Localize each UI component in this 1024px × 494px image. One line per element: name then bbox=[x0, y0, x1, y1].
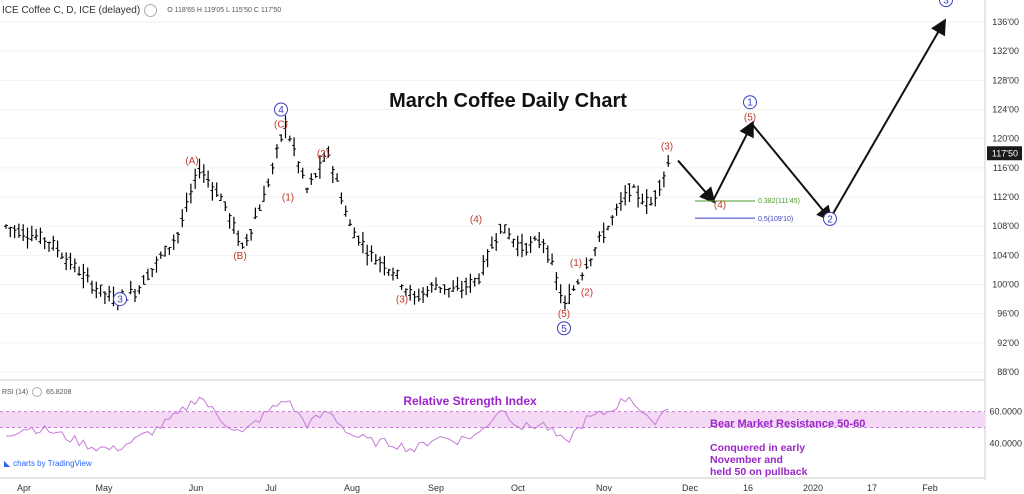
date-tick-label: Nov bbox=[596, 483, 613, 493]
last-price-tag bbox=[987, 146, 1022, 161]
wave-label: 2 bbox=[827, 214, 833, 225]
price-tick-label: 112'00 bbox=[993, 192, 1019, 202]
wave-label: (3) bbox=[661, 141, 673, 152]
wave-label: (2) bbox=[317, 149, 329, 160]
date-tick-label: Apr bbox=[17, 483, 31, 493]
resistance-note: Bear Market Resistance 50-60 bbox=[710, 418, 865, 430]
wave-label: (A) bbox=[185, 156, 198, 167]
ohlc-values: O 118'65 H 119'05 L 115'50 C 117'50 bbox=[167, 6, 282, 14]
fib-50-label: 0.5(109'10) bbox=[758, 216, 793, 223]
conquered-note-line: Conquered in early bbox=[710, 442, 805, 454]
price-tick-label: 120'00 bbox=[992, 134, 1019, 144]
wave-label: (5) bbox=[558, 309, 570, 320]
wave-label: (3) bbox=[396, 295, 408, 306]
wave-circle bbox=[557, 321, 571, 336]
wave-label: 1 bbox=[747, 98, 753, 109]
wave-label: (1) bbox=[282, 193, 294, 204]
wave-label: 3 bbox=[943, 0, 949, 7]
tradingview-watermark[interactable]: ◣ charts by TradingView bbox=[4, 459, 92, 468]
annotations: March Coffee Daily Chart 0.382(111'45) 0.5… bbox=[389, 90, 865, 478]
grid bbox=[0, 21, 985, 373]
price-bars bbox=[4, 115, 671, 311]
wave-label: 5 bbox=[561, 324, 567, 335]
wave-label: (4) bbox=[714, 200, 726, 211]
price-axis: 136'00 132'00 128'00 124'00 120'00 116'00 112'… bbox=[984, 0, 1022, 480]
price-tick-label: 128'00 bbox=[992, 75, 1019, 85]
wave-label: 4 bbox=[278, 105, 284, 116]
wave-circle bbox=[274, 102, 288, 117]
wave-label: (5) bbox=[744, 112, 756, 123]
price-tick-label: 136'00 bbox=[992, 17, 1019, 27]
date-axis: Apr May Jun Jul Aug Sep Oct Nov Dec 16 2020 17 Feb bbox=[0, 477, 985, 493]
projection-arrow bbox=[829, 18, 947, 220]
wave-labels: 3 (A) (B) 4 (C) (1) (2) (3) (4) (1) (2) (5) 5 (3) (4) (… bbox=[113, 0, 953, 336]
rsi-pane: 60.0000 40.0000 bbox=[0, 379, 1022, 453]
chart-header: ICE Coffee C, D, ICE (delayed) O 118'65 … bbox=[2, 3, 281, 17]
date-tick-label: 17 bbox=[867, 483, 877, 493]
date-tick-label: Jul bbox=[265, 483, 277, 493]
date-tick-label: Jun bbox=[189, 483, 204, 493]
date-tick-label: Dec bbox=[682, 483, 699, 493]
date-tick-label: Feb bbox=[922, 483, 938, 493]
wave-label: (2) bbox=[581, 287, 593, 298]
date-tick-label: 2020 bbox=[803, 483, 823, 493]
rsi-tick-label: 40.0000 bbox=[989, 438, 1022, 448]
price-tick-label: 104'00 bbox=[992, 250, 1019, 260]
wave-circle bbox=[113, 292, 127, 307]
wave-circle bbox=[823, 211, 837, 226]
wave-label: (C) bbox=[274, 120, 288, 131]
rsi-title: Relative Strength Index bbox=[403, 394, 537, 408]
symbol-title[interactable]: ICE Coffee C, D, ICE (delayed) bbox=[2, 4, 141, 16]
price-tick-label: 124'00 bbox=[992, 105, 1019, 115]
wave-label: 3 bbox=[117, 295, 123, 306]
price-tick-label: 92'00 bbox=[997, 338, 1019, 348]
date-tick-label: May bbox=[95, 483, 113, 493]
wave-label: (B) bbox=[233, 251, 246, 262]
rsi-header: RSI (14) 65.8208 bbox=[2, 387, 71, 397]
wave-label: (4) bbox=[470, 214, 482, 225]
rsi-label[interactable]: RSI (14) bbox=[2, 388, 29, 396]
last-price-label: 117'50 bbox=[992, 148, 1018, 158]
projection-arrow bbox=[677, 159, 716, 204]
price-tick-label: 96'00 bbox=[997, 309, 1019, 319]
date-tick-label: 16 bbox=[743, 483, 753, 493]
rsi-value: 65.8208 bbox=[46, 388, 72, 396]
date-tick-label: Aug bbox=[344, 483, 360, 493]
wave-label: (1) bbox=[570, 258, 582, 269]
price-tick-label: 116'00 bbox=[993, 163, 1019, 173]
date-tick-label: Sep bbox=[428, 483, 444, 493]
wave-circle bbox=[939, 0, 953, 8]
projection-arrows bbox=[677, 18, 947, 222]
date-tick-label: Oct bbox=[511, 483, 526, 493]
price-tick-label: 100'00 bbox=[992, 280, 1019, 290]
wave-circle bbox=[743, 95, 757, 110]
tradingview-logo-icon: ◣ bbox=[4, 459, 11, 468]
price-tick-label: 132'00 bbox=[992, 46, 1019, 56]
eye-icon[interactable] bbox=[32, 387, 43, 397]
price-tick-label: 108'00 bbox=[992, 221, 1019, 231]
chart-title: March Coffee Daily Chart bbox=[389, 90, 627, 112]
projection-arrow bbox=[751, 123, 833, 222]
rsi-tick-label: 60.0000 bbox=[989, 407, 1022, 417]
conquered-note-line: November and bbox=[710, 454, 783, 466]
price-tick-label: 88'00 bbox=[997, 367, 1019, 377]
eye-icon[interactable] bbox=[144, 3, 158, 17]
fib-382-label: 0.382(111'45) bbox=[758, 198, 800, 205]
projection-arrow bbox=[712, 120, 754, 202]
rsi-line bbox=[5, 396, 669, 453]
conquered-note-line: held 50 on pullback bbox=[710, 466, 808, 478]
